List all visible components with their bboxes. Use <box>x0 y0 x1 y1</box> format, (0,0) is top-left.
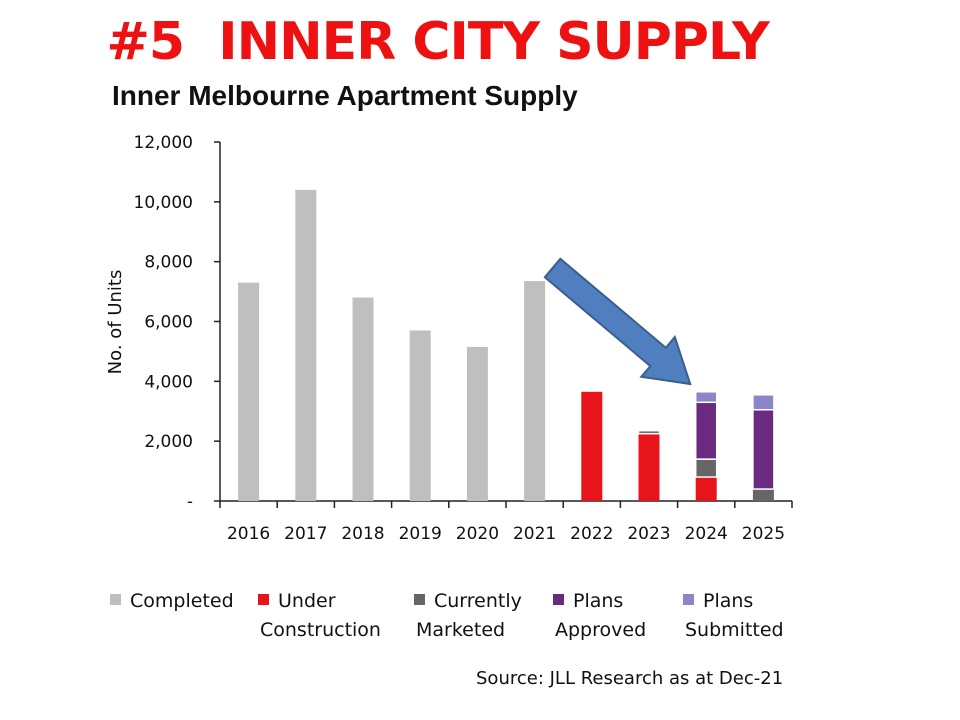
bar-segment <box>752 409 775 490</box>
legend-swatch <box>110 594 121 605</box>
x-tick-label: 2017 <box>284 524 327 544</box>
y-tick-label: 4,000 <box>144 372 193 392</box>
arrow-shape <box>543 257 692 386</box>
x-tick-label: 2016 <box>227 524 270 544</box>
chart-title: Inner Melbourne Apartment Supply <box>112 80 578 111</box>
y-axis-label: No. of Units <box>105 270 126 375</box>
bar-segment <box>694 401 718 460</box>
legend-label: Currently <box>434 590 522 612</box>
x-tick-label: 2020 <box>456 524 499 544</box>
x-tick-label: 2021 <box>513 524 556 544</box>
x-tick-label: 2018 <box>341 524 384 544</box>
legend-label: Plans <box>703 590 753 612</box>
y-tick-label: 8,000 <box>144 253 193 273</box>
bar-segment <box>638 433 660 501</box>
y-tick-label: 2,000 <box>144 432 193 452</box>
bar-segment <box>694 391 718 404</box>
x-tick-label: 2023 <box>627 524 670 544</box>
bar-segment <box>695 477 717 501</box>
bar-segment <box>409 330 431 501</box>
legend-item: Plans Submitted <box>683 590 784 641</box>
legend-swatch <box>414 594 425 605</box>
legend-label: Approved <box>555 619 646 641</box>
legend-swatch <box>553 594 564 605</box>
legend-swatch <box>683 594 694 605</box>
legend-label: Marketed <box>416 619 505 641</box>
legend-label: Construction <box>260 619 381 641</box>
bar-segment <box>524 281 546 501</box>
y-tick-label: 6,000 <box>144 313 193 333</box>
bar-segment <box>466 346 488 501</box>
y-tick-label: 10,000 <box>134 193 193 213</box>
y-tick-label: - <box>187 492 193 512</box>
bar-segment <box>581 391 603 501</box>
x-tick-label: 2022 <box>570 524 613 544</box>
bar-segment <box>752 489 774 501</box>
legend-item: Plans Approved <box>553 590 646 641</box>
tick-labels: - 2,000 4,000 6,000 8,000 10,000 12,000 2016 201… <box>134 133 786 544</box>
bar-segment <box>238 282 260 501</box>
legend-item: Under Construction <box>258 590 381 641</box>
source-note: Source: JLL Research as at Dec-21 <box>476 668 784 689</box>
bar-segment <box>752 394 775 411</box>
bar-segment <box>295 189 317 501</box>
x-tick-label: 2019 <box>399 524 442 544</box>
legend-label: Completed <box>130 590 234 612</box>
legend-label: Submitted <box>685 619 784 641</box>
bar-segment <box>637 429 661 435</box>
y-tick-label: 12,000 <box>134 133 193 153</box>
bars <box>238 189 775 501</box>
legend: Completed Under Construction Currently Marke… <box>110 590 784 641</box>
headline: #5 INNER CITY SUPPLY <box>106 12 769 72</box>
legend-label: Plans <box>573 590 623 612</box>
legend-label: Under <box>278 590 336 612</box>
legend-item: Currently Marketed <box>414 590 522 641</box>
legend-item: Completed <box>110 590 234 612</box>
bar-segment <box>694 458 718 478</box>
x-tick-label: 2024 <box>685 524 728 544</box>
x-tick-label: 2025 <box>742 524 785 544</box>
bar-segment <box>352 297 374 501</box>
annotation-arrow <box>543 257 692 386</box>
legend-swatch <box>258 594 269 605</box>
